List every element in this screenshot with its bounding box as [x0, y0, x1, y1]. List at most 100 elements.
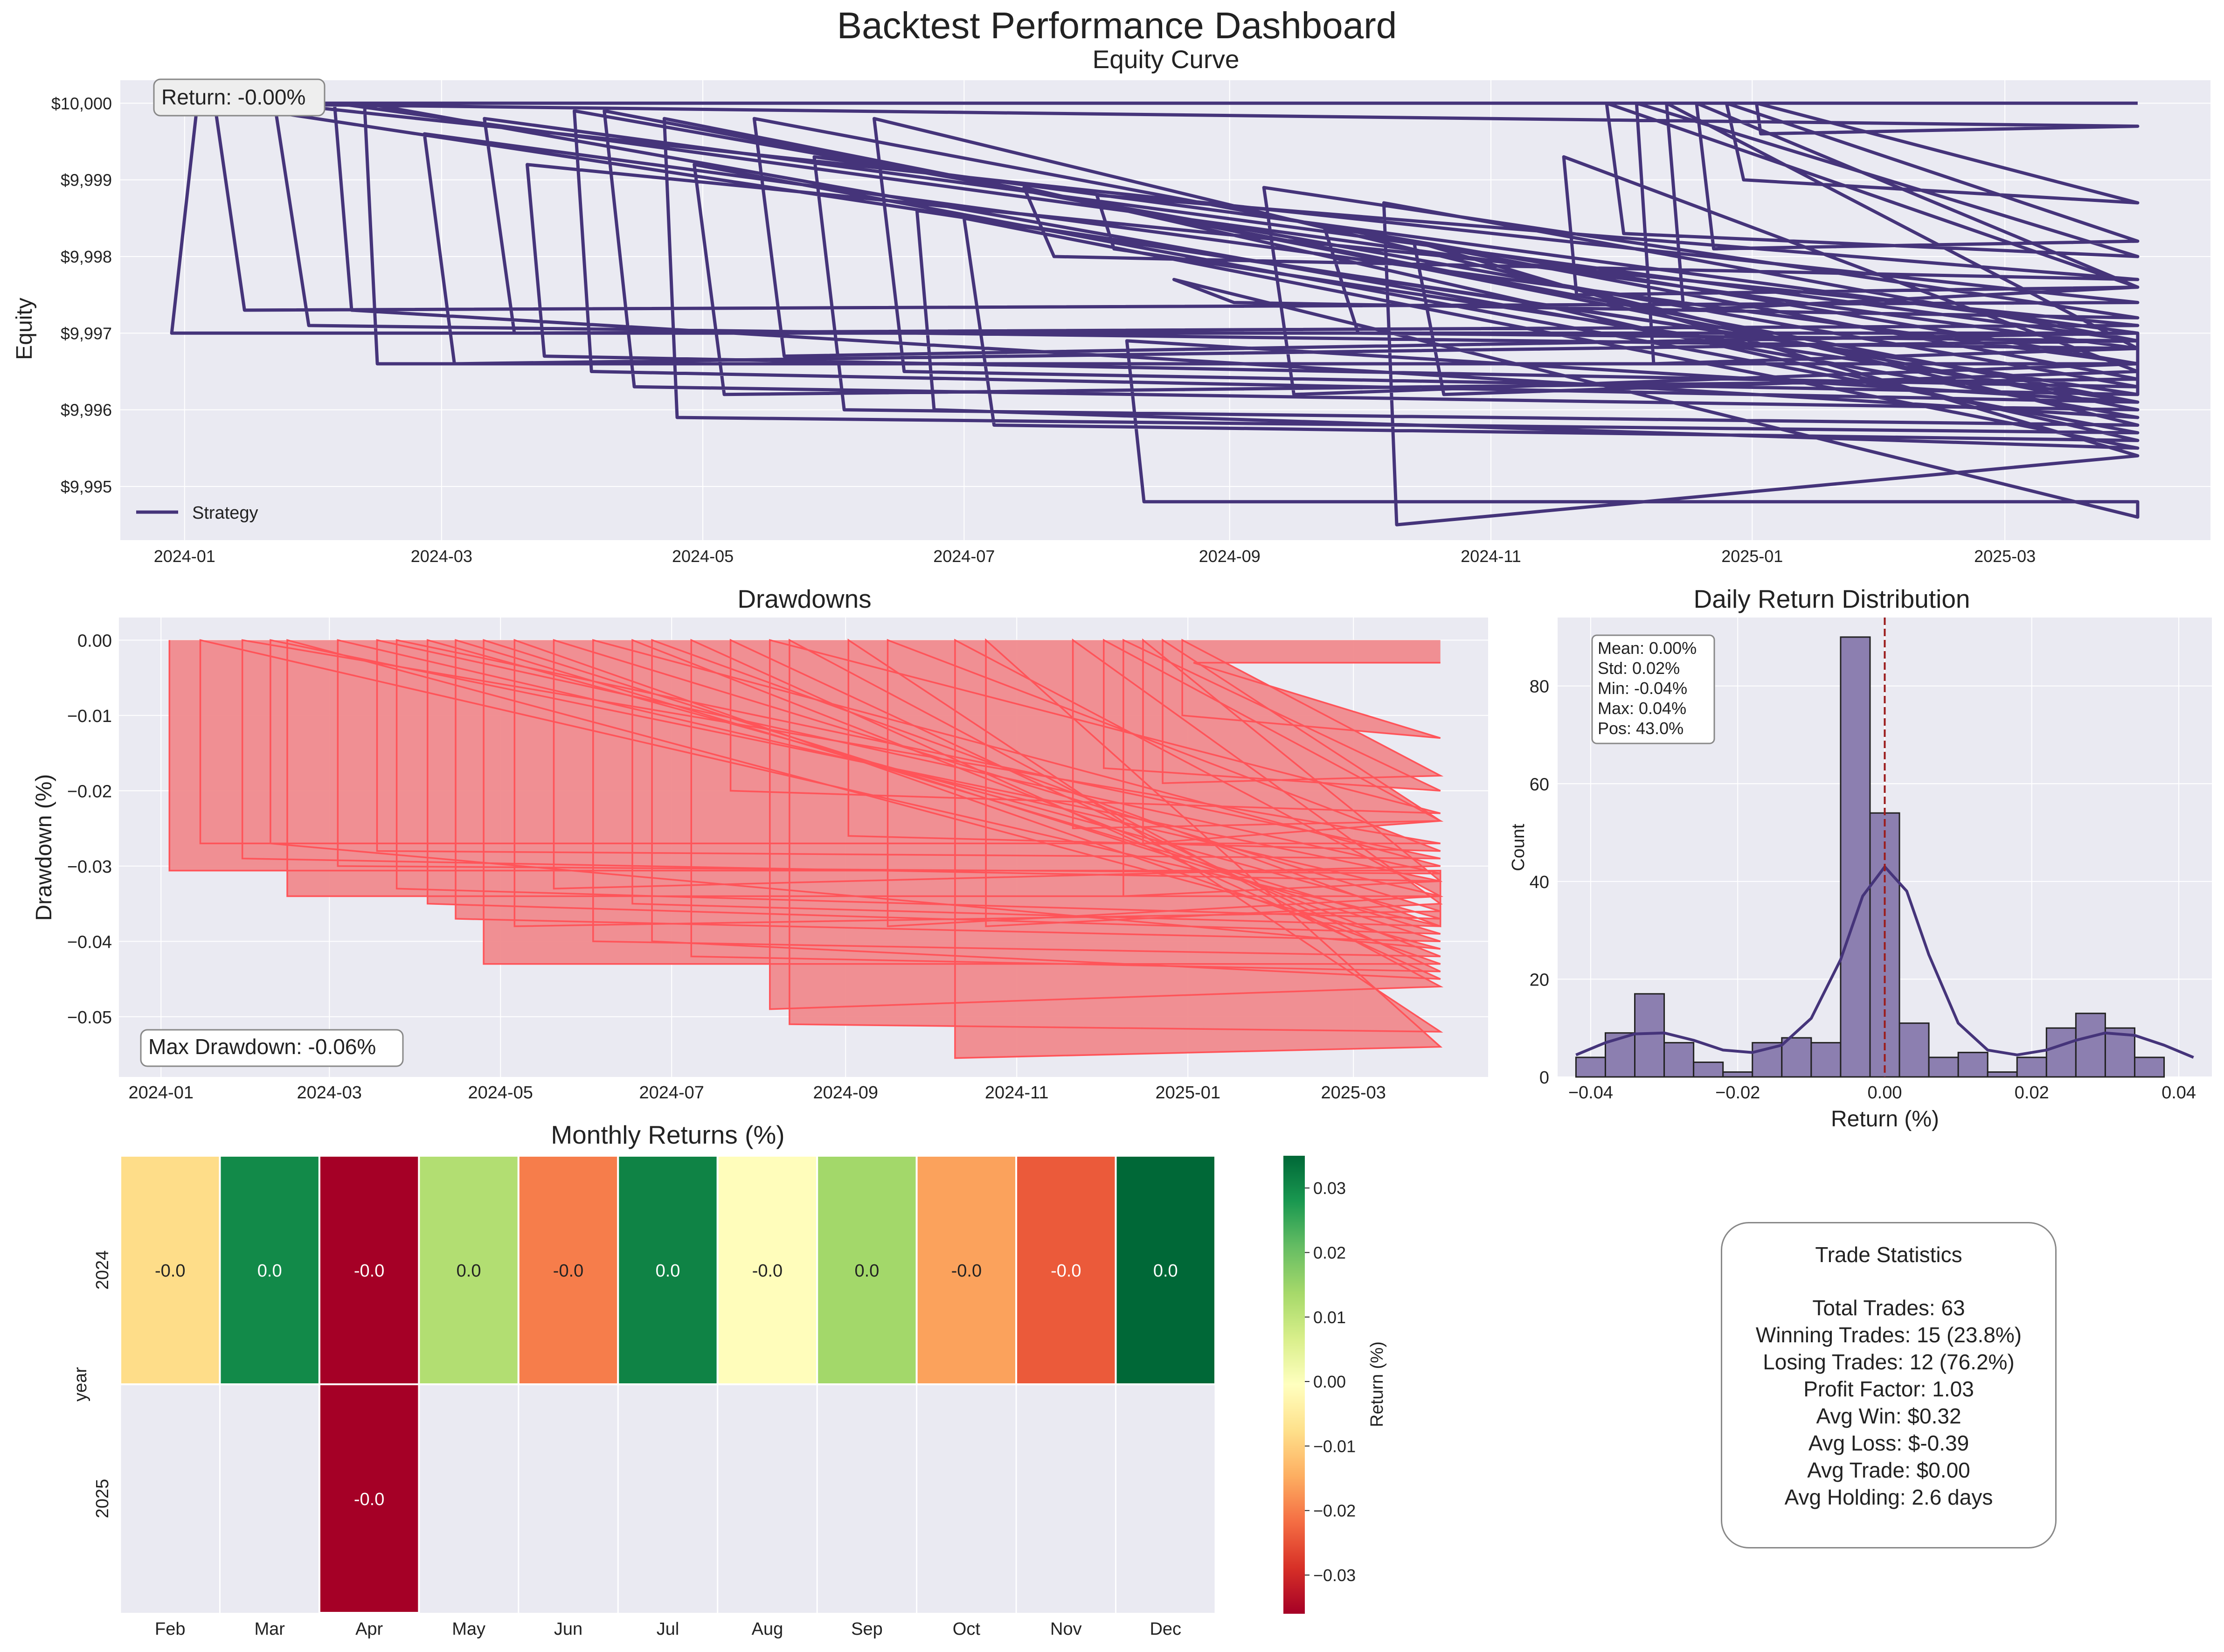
trade-statistics-title: Trade Statistics — [1815, 1242, 1962, 1267]
equity-x-tick-label: 2025-01 — [1721, 547, 1783, 566]
equity-x-tick-label: 2024-09 — [1199, 547, 1261, 566]
heatmap-month-label: Nov — [1050, 1619, 1082, 1639]
histogram-bar — [2134, 1056, 2165, 1078]
heatmap-cell-label: -0.0 — [752, 1261, 783, 1281]
drawdown-line — [168, 638, 1444, 1059]
drawdown-x-tick-label: 2024-03 — [297, 1083, 361, 1103]
histogram-bar — [1575, 1056, 1606, 1078]
return-annotation: Return: -0.00% — [161, 85, 305, 109]
distribution-stat-line: Std: 0.02% — [1598, 659, 1680, 678]
drawdown-x-tick-label: 2024-07 — [639, 1083, 704, 1103]
heatmap-cell-label: -0.0 — [354, 1490, 384, 1509]
histogram-bar — [1810, 1042, 1842, 1078]
heatmap-cell-label: 0.0 — [854, 1261, 879, 1281]
colorbar-tick-label: 0.01 — [1313, 1308, 1346, 1327]
trade-stat-line: Winning Trades: 15 (23.8%) — [1755, 1323, 2022, 1347]
heatmap-cell — [119, 1155, 221, 1385]
colorbar — [1283, 1156, 1305, 1614]
trade-stat-line: Avg Trade: $0.00 — [1807, 1458, 1970, 1482]
histogram-bar — [1634, 993, 1665, 1078]
drawdown-x-tick-label: 2024-05 — [468, 1083, 533, 1103]
heatmap-cell — [318, 1155, 420, 1385]
return-annotation-box — [153, 78, 326, 117]
legend-strategy-label: Strategy — [192, 503, 258, 523]
page-title: Backtest Performance Dashboard — [837, 5, 1397, 46]
heatmap-cell-label: 0.0 — [257, 1261, 282, 1281]
equity-y-axis-label: Equity — [12, 298, 37, 360]
heatmap-month-label: Feb — [155, 1619, 185, 1639]
drawdown-x-tick-label: 2025-03 — [1321, 1083, 1386, 1103]
histogram-bar — [1781, 1037, 1812, 1078]
colorbar-tick-label: 0.03 — [1313, 1179, 1346, 1198]
monthly-returns-panel: Monthly Returns (%) -0.0 0.0 -0.0 0.0 -0.0 0.… — [71, 1120, 1387, 1639]
heatmap-cell-label: -0.0 — [951, 1261, 982, 1281]
histogram-bar — [1693, 1062, 1724, 1078]
histogram-bar — [1663, 1042, 1695, 1078]
trade-stat-line: Total Trades: 63 — [1812, 1296, 1965, 1320]
distribution-x-tick-label: −0.02 — [1715, 1083, 1760, 1103]
equity-y-tick-label: $9,996 — [61, 401, 112, 420]
equity-y-tick-label: $9,998 — [61, 247, 112, 266]
heatmap-month-label: Dec — [1150, 1619, 1181, 1639]
heatmap-cell — [517, 1155, 619, 1385]
distribution-x-tick-label: −0.04 — [1568, 1083, 1613, 1103]
trade-stat-line: Profit Factor: 1.03 — [1803, 1377, 1974, 1401]
histogram-bar — [2016, 1056, 2047, 1078]
histogram-bar — [1840, 636, 1871, 1078]
distribution-chart-title: Daily Return Distribution — [1694, 584, 1970, 613]
equity-x-tick-label: 2025-03 — [1974, 547, 2036, 566]
distribution-x-tick-label: 0.04 — [2162, 1083, 2196, 1103]
heatmap-cell — [617, 1155, 719, 1385]
heatmap-cell — [1115, 1155, 1216, 1385]
equity-y-tick-label: $9,997 — [61, 324, 112, 343]
equity-x-tick-label: 2024-11 — [1461, 547, 1521, 566]
distribution-stat-line: Mean: 0.00% — [1598, 639, 1697, 658]
trade-stat-line: Avg Holding: 2.6 days — [1784, 1485, 1993, 1509]
drawdowns-panel: Drawdowns 2024-01 2024-03 2024-05 2024-07 20… — [32, 584, 1488, 1103]
histogram-bar — [1928, 1056, 1959, 1078]
heatmap-cell-label: -0.0 — [553, 1261, 583, 1281]
colorbar-label: Return (%) — [1367, 1341, 1387, 1427]
drawdown-y-axis-label: Drawdown (%) — [32, 774, 56, 921]
heatmap-month-label: Jun — [554, 1619, 582, 1639]
heatmap-month-label: Oct — [953, 1619, 981, 1639]
distribution-x-axis-label: Return (%) — [1831, 1107, 1939, 1131]
equity-x-tick-label: 2024-07 — [933, 547, 995, 566]
colorbar-tick-label: −0.01 — [1313, 1437, 1356, 1456]
return-distribution-panel: Daily Return Distribution −0.04 −0.02 0.00… — [1509, 584, 2212, 1131]
drawdown-y-tick-label: −0.03 — [67, 857, 112, 877]
histogram-bar — [1722, 1071, 1753, 1078]
distribution-y-tick-label: 80 — [1530, 677, 1549, 697]
heatmap-cell — [418, 1155, 520, 1385]
histogram-bar — [1987, 1071, 2018, 1078]
equity-y-tick-label: $10,000 — [51, 94, 112, 113]
drawdown-y-tick-label: −0.04 — [67, 932, 112, 952]
heatmap-month-label: Apr — [355, 1619, 383, 1639]
drawdown-y-tick-label: −0.05 — [67, 1008, 112, 1027]
distribution-y-tick-label: 0 — [1539, 1068, 1549, 1088]
drawdown-x-tick-label: 2024-09 — [813, 1083, 878, 1103]
heatmap-cell-label: 0.0 — [457, 1261, 481, 1281]
trade-stat-line: Avg Win: $0.32 — [1816, 1404, 1961, 1428]
distribution-x-tick-label: 0.00 — [1868, 1083, 1902, 1103]
distribution-x-tick-label: 0.02 — [2015, 1083, 2049, 1103]
distribution-stats-box — [1591, 634, 1715, 744]
monthly-chart-title: Monthly Returns (%) — [551, 1120, 784, 1149]
heatmap-row-label: 2024 — [93, 1250, 112, 1290]
histogram-bar — [2045, 1027, 2077, 1078]
trade-stat-line: Avg Loss: $-0.39 — [1808, 1431, 1969, 1455]
distribution-y-tick-label: 40 — [1530, 873, 1549, 892]
drawdown-y-tick-label: −0.01 — [67, 707, 112, 726]
max-drawdown-box — [140, 1029, 404, 1067]
histogram-bar — [2075, 1013, 2106, 1078]
heatmap-month-label: Aug — [752, 1619, 783, 1639]
heatmap-cell-label: 0.0 — [1153, 1261, 1178, 1281]
heatmap-cell-label: 0.0 — [656, 1261, 680, 1281]
equity-y-tick-label: $9,995 — [61, 477, 112, 496]
colorbar-tick-label: −0.02 — [1313, 1501, 1356, 1520]
equity-x-tick-label: 2024-01 — [154, 547, 215, 566]
heatmap-cell — [716, 1155, 818, 1385]
heatmap-cell-label: -0.0 — [155, 1261, 185, 1281]
heatmap-row-label: 2025 — [93, 1479, 112, 1519]
